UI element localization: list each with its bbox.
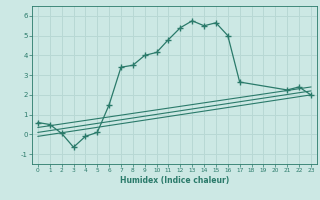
X-axis label: Humidex (Indice chaleur): Humidex (Indice chaleur) <box>120 176 229 185</box>
